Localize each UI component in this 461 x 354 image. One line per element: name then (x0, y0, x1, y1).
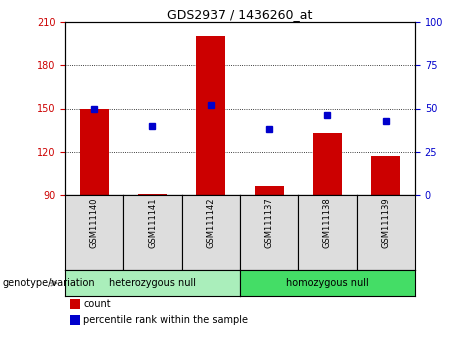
Text: GSM111141: GSM111141 (148, 197, 157, 248)
Text: homozygous null: homozygous null (286, 278, 369, 288)
Text: count: count (83, 299, 111, 309)
Text: GSM111138: GSM111138 (323, 197, 332, 248)
Title: GDS2937 / 1436260_at: GDS2937 / 1436260_at (167, 8, 313, 21)
Bar (254, 186, 284, 195)
Text: GSM111140: GSM111140 (90, 197, 99, 248)
Bar (80, 108, 109, 195)
Text: heterozygous null: heterozygous null (109, 278, 196, 288)
Bar (138, 194, 167, 195)
Text: GSM111142: GSM111142 (207, 197, 215, 248)
Text: genotype/variation: genotype/variation (2, 278, 95, 288)
Bar (313, 133, 342, 195)
Text: GSM111139: GSM111139 (381, 197, 390, 248)
Text: percentile rank within the sample: percentile rank within the sample (83, 315, 248, 325)
Bar (371, 156, 401, 195)
Text: GSM111137: GSM111137 (265, 197, 274, 248)
Bar (196, 36, 225, 195)
